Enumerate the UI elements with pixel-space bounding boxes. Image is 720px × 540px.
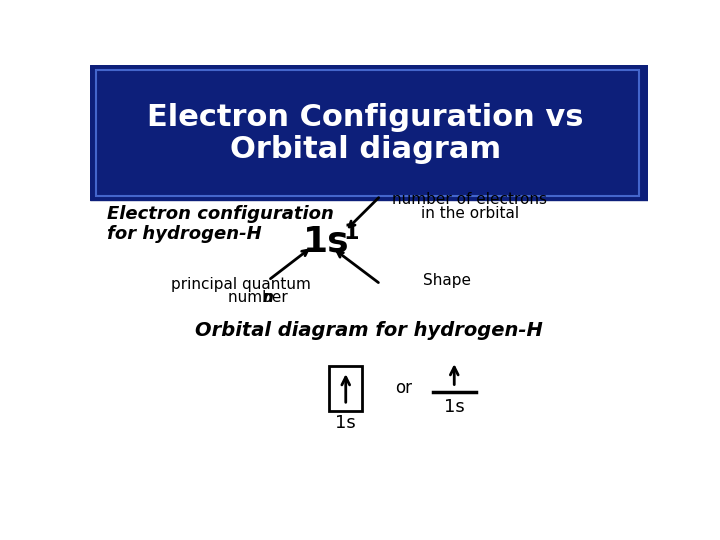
Text: number: number [228, 289, 292, 305]
Text: or: or [395, 379, 413, 397]
Text: Shape: Shape [423, 273, 472, 288]
Bar [96, 70, 639, 195]
Text: n: n [262, 289, 273, 305]
Bar [330, 366, 362, 410]
Text: Orbital diagram: Orbital diagram [230, 135, 500, 164]
Text: Orbital diagram for hydrogen-H: Orbital diagram for hydrogen-H [195, 321, 543, 340]
Text: Electron configuration: Electron configuration [107, 205, 334, 223]
Text: principal quantum: principal quantum [171, 276, 311, 292]
Bar [90, 65, 648, 200]
Text: 1s: 1s [444, 398, 464, 416]
Text: for hydrogen-H: for hydrogen-H [107, 225, 262, 243]
Text: Electron Configuration vs: Electron Configuration vs [147, 103, 583, 132]
Text: 1s: 1s [303, 225, 350, 259]
Text: number of electrons: number of electrons [392, 192, 547, 207]
Text: 1: 1 [343, 222, 359, 242]
Text: in the orbital: in the orbital [420, 206, 519, 221]
Text: 1s: 1s [336, 414, 356, 433]
